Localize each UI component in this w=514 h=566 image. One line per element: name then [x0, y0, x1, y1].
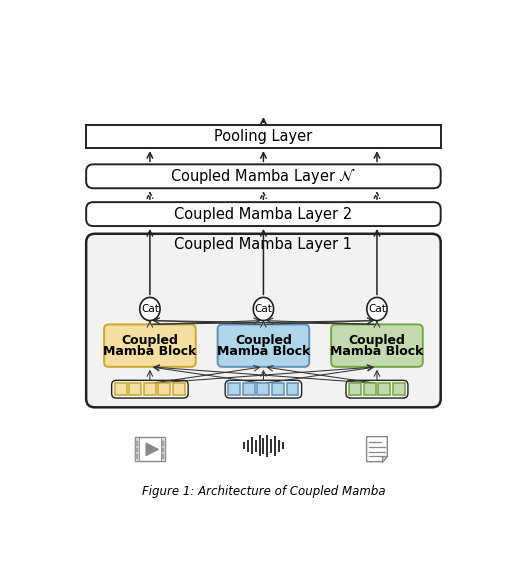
Bar	[272, 383, 284, 395]
Text: Coupled Mamba Layer $\mathcal{N}$: Coupled Mamba Layer $\mathcal{N}$	[170, 167, 357, 186]
Bar	[173, 383, 185, 395]
Bar	[251, 438, 253, 454]
Bar	[254, 440, 256, 452]
Bar	[266, 435, 268, 457]
Text: Coupled Mamba Layer 2: Coupled Mamba Layer 2	[174, 207, 353, 222]
Bar	[378, 383, 390, 395]
Bar	[364, 383, 376, 395]
Text: Cat: Cat	[254, 304, 272, 314]
Polygon shape	[146, 443, 159, 456]
FancyBboxPatch shape	[104, 324, 196, 367]
Text: Coupled: Coupled	[348, 334, 406, 347]
FancyBboxPatch shape	[331, 324, 423, 367]
Text: Cat: Cat	[368, 304, 386, 314]
Bar	[393, 383, 405, 395]
Text: Coupled Mamba Layer 1: Coupled Mamba Layer 1	[174, 237, 353, 252]
Ellipse shape	[367, 297, 387, 320]
Bar	[161, 441, 164, 446]
Text: Coupled: Coupled	[235, 334, 292, 347]
Bar	[144, 383, 156, 395]
Bar	[270, 439, 272, 453]
FancyBboxPatch shape	[86, 202, 440, 226]
FancyBboxPatch shape	[86, 125, 440, 148]
Bar	[278, 440, 280, 452]
Bar	[259, 435, 261, 456]
Bar	[135, 441, 138, 446]
Bar	[135, 454, 138, 459]
Bar	[274, 436, 276, 456]
FancyBboxPatch shape	[86, 164, 440, 188]
Ellipse shape	[253, 297, 273, 320]
Bar	[161, 454, 164, 459]
Text: Mamba Block: Mamba Block	[217, 345, 310, 358]
Bar	[258, 383, 269, 395]
Bar	[161, 448, 164, 452]
Bar	[161, 438, 165, 461]
Bar	[135, 438, 139, 461]
Text: Figure 1: Architecture of Coupled Mamba: Figure 1: Architecture of Coupled Mamba	[142, 485, 385, 498]
Bar	[158, 383, 171, 395]
Text: Coupled: Coupled	[121, 334, 178, 347]
Bar	[243, 443, 245, 449]
Polygon shape	[382, 456, 388, 462]
Bar	[247, 440, 249, 452]
Bar	[135, 448, 138, 452]
Polygon shape	[366, 436, 388, 462]
Bar	[349, 383, 361, 395]
Text: Pooling Layer: Pooling Layer	[214, 129, 313, 144]
Bar	[262, 438, 265, 453]
Bar	[135, 438, 165, 461]
Text: Mamba Block: Mamba Block	[103, 345, 196, 358]
Bar	[130, 383, 141, 395]
FancyBboxPatch shape	[86, 234, 440, 408]
Text: Cat: Cat	[141, 304, 159, 314]
Bar	[286, 383, 299, 395]
Bar	[115, 383, 127, 395]
Bar	[243, 383, 255, 395]
Bar	[228, 383, 241, 395]
Ellipse shape	[140, 297, 160, 320]
FancyBboxPatch shape	[217, 324, 309, 367]
Bar	[282, 443, 284, 449]
Text: Mamba Block: Mamba Block	[331, 345, 424, 358]
